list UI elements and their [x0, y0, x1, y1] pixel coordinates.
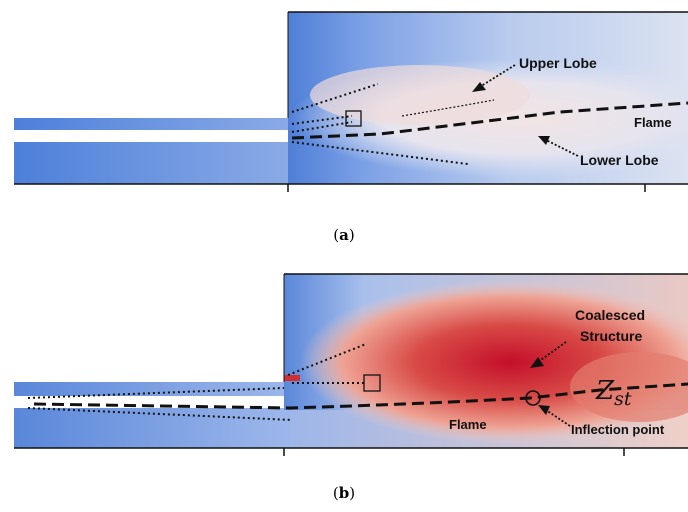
flame-line — [291, 101, 688, 140]
panel-a: Upper Lobe Flame Lower Lobe — [0, 0, 688, 220]
spread-line-upper — [291, 83, 379, 113]
caption-b: (b) — [332, 484, 356, 502]
step-corner-red — [284, 375, 300, 381]
upper-lobe-label: Upper Lobe — [519, 55, 597, 71]
upper-lobe-region — [310, 65, 530, 125]
zst-line — [33, 382, 688, 410]
splitter-plate — [14, 130, 288, 142]
coalesced-arrowhead — [530, 357, 544, 368]
upper-lobe-arrow — [477, 64, 516, 89]
inlet-lower-stream — [14, 142, 288, 184]
zst-label: Zst — [595, 376, 632, 410]
inflection-arrowhead — [538, 405, 550, 415]
upper-lobe-arc — [401, 99, 495, 117]
caption-a: (a) — [333, 226, 355, 244]
panel-b-figure: Coalesced Structure Zst Flame Inflection… — [14, 273, 688, 456]
probe-box — [345, 110, 362, 127]
upper-lobe-arrowhead — [472, 82, 486, 92]
inlet-guide-lower — [27, 407, 293, 421]
lower-lobe-label: Lower Lobe — [580, 152, 659, 168]
lower-lobe-arrow — [545, 139, 579, 157]
panel-b: Coalesced Structure Zst Flame Inflection… — [0, 262, 688, 462]
lower-lobe-arrowhead — [538, 136, 550, 145]
inflection-point-marker — [525, 390, 541, 406]
splitter-plate — [14, 396, 30, 408]
coalesced-label-line2: Structure — [580, 328, 642, 344]
coalesced-label-line1: Coalesced — [575, 307, 645, 323]
inlet-upper-stream — [14, 382, 284, 396]
panel-a-figure: Upper Lobe Flame Lower Lobe — [14, 11, 688, 192]
spread-line-inner-lower — [291, 121, 353, 133]
probe-box — [363, 374, 381, 392]
spread-line-inner-upper — [291, 115, 353, 125]
flame-label: Flame — [634, 115, 672, 130]
flame-label: Flame — [449, 417, 487, 432]
inlet-lower-stream — [14, 408, 284, 448]
coalesced-arrow — [537, 341, 567, 363]
spread-line-upper — [287, 343, 367, 376]
inflection-arrow — [545, 409, 571, 427]
inlet-upper-stream — [14, 118, 288, 130]
inflection-point-label: Inflection point — [571, 422, 665, 437]
